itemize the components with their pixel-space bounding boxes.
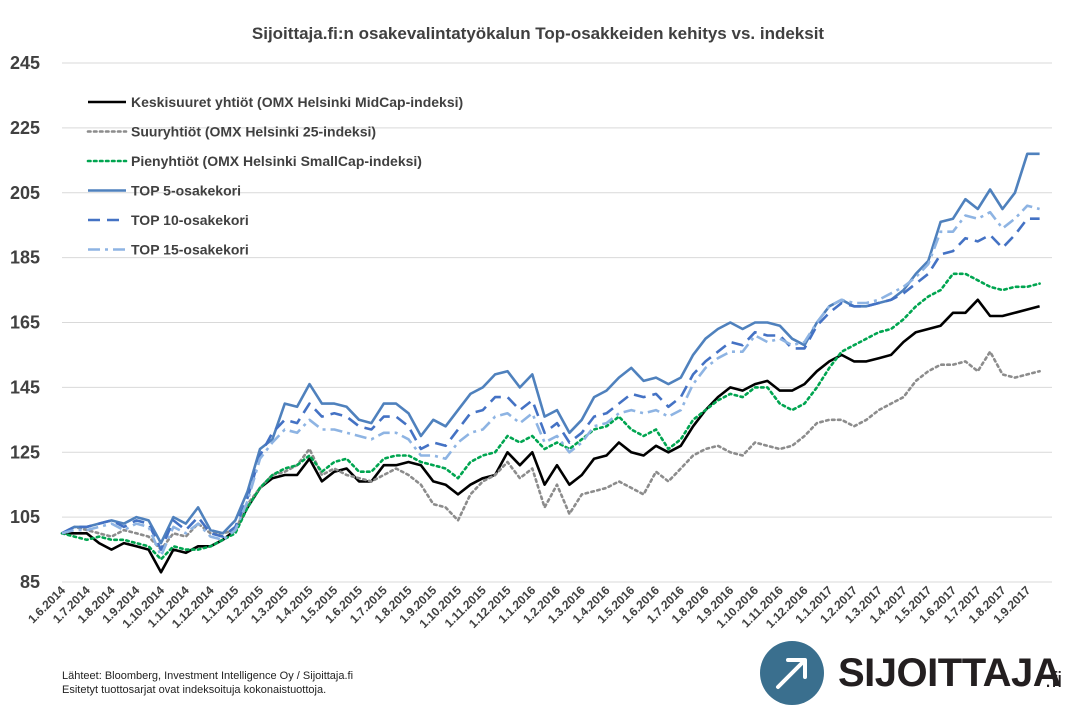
series-line [61, 204, 1040, 558]
brand-name: SIJOITTAJA [838, 651, 1062, 695]
footer-note: Esitetyt tuottosarjat ovat indeksoituja … [62, 684, 327, 696]
y-tick-label: 245 [10, 53, 40, 73]
brand-logo[interactable]: SIJOITTAJA .fi [760, 641, 1070, 705]
legend: Keskisuuret yhtiöt (OMX Helsinki MidCap-… [86, 94, 463, 258]
x-axis-tick-labels: 1.6.20141.7.20141.8.20141.9.20141.10.201… [25, 583, 1033, 631]
legend-label: Pienyhtiöt (OMX Helsinki SmallCap-indeks… [131, 153, 422, 169]
footer-source: Lähteet: Bloomberg, Investment Intellige… [62, 670, 354, 682]
legend-label: TOP 5-osakekori [131, 183, 241, 199]
y-tick-label: 105 [10, 507, 40, 527]
series-line [60, 350, 1041, 551]
legend-label: Keskisuuret yhtiöt (OMX Helsinki MidCap-… [131, 94, 463, 110]
y-tick-label: 185 [10, 248, 40, 268]
brand-tld: .fi [1045, 667, 1063, 692]
chart-title: Sijoittaja.fi:n osakevalintatyökalun Top… [252, 24, 825, 43]
y-axis-tick-labels: 85 105 125 145 165 185 205 225 245 [10, 53, 40, 592]
y-tick-label: 165 [10, 313, 40, 333]
legend-label: TOP 10-osakekori [131, 212, 249, 228]
y-tick-label: 145 [10, 377, 40, 397]
legend-label: TOP 15-osakekori [131, 242, 249, 258]
arrow-up-right-icon [760, 641, 824, 705]
series-line [60, 272, 1041, 561]
y-tick-label: 225 [10, 118, 40, 138]
series-line [61, 217, 1040, 551]
gridlines [62, 62, 1052, 583]
y-tick-label: 125 [10, 442, 40, 462]
y-tick-label: 85 [20, 572, 40, 592]
y-tick-label: 205 [10, 183, 40, 203]
legend-label: Suuryhtiöt (OMX Helsinki 25-indeksi) [131, 124, 376, 140]
series-lines [60, 152, 1041, 574]
